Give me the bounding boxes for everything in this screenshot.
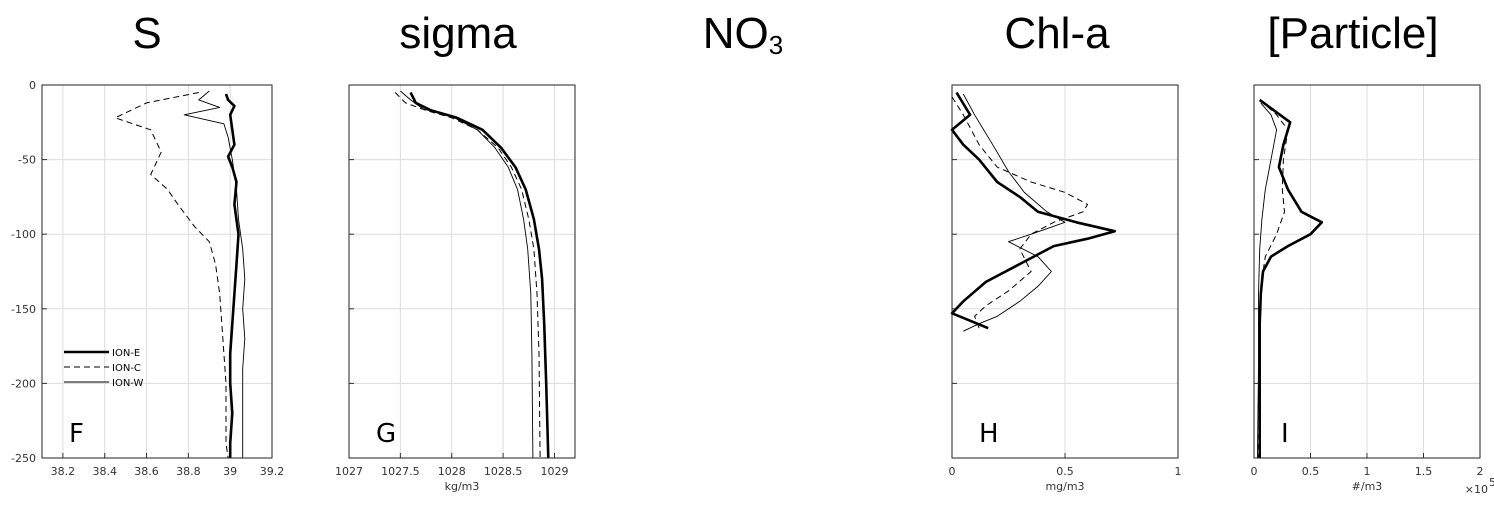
xtick-label-g: 1028.5 bbox=[484, 465, 523, 478]
ytick-label-f: -250 bbox=[11, 452, 36, 465]
title-s: S bbox=[132, 9, 162, 58]
panel-letter-f: F bbox=[69, 419, 84, 449]
legend-label-ion-c: ION-C bbox=[112, 363, 141, 374]
xtick-label-f: 39 bbox=[223, 465, 237, 478]
xtick-label-i: 1 bbox=[1364, 465, 1371, 478]
xlabel-g: kg/m3 bbox=[445, 480, 480, 493]
xtick-label-g: 1027.5 bbox=[381, 465, 420, 478]
title-no3-main: NO bbox=[702, 9, 769, 58]
axes-frame-h bbox=[951, 84, 1179, 459]
axes-frame-g bbox=[348, 84, 576, 459]
ytick-label-f: -150 bbox=[11, 303, 36, 316]
xtick-label-h: 1 bbox=[1175, 465, 1182, 478]
title-sigma: sigma bbox=[399, 9, 517, 58]
series-line-i-ion-w bbox=[1256, 102, 1278, 459]
series-line-g-ion-c bbox=[394, 92, 541, 459]
xtick-label-g: 1029 bbox=[540, 465, 568, 478]
xtick-label-g: 1028 bbox=[438, 465, 466, 478]
xtick-label-h: 0.5 bbox=[1056, 465, 1074, 478]
legend-label-ion-e: ION-E bbox=[112, 348, 140, 359]
xlabel-i: #/m3 bbox=[1352, 480, 1383, 493]
series-line-h-ion-w bbox=[962, 93, 1066, 332]
axes-frame-f bbox=[41, 84, 273, 459]
ytick-label-f: -100 bbox=[11, 228, 36, 241]
series-line-g-ion-e bbox=[409, 91, 550, 459]
ytick-label-f: 0 bbox=[29, 79, 36, 92]
title-particle: [Particle] bbox=[1267, 9, 1439, 58]
xtick-label-i: 0 bbox=[1251, 465, 1258, 478]
series-line-i-ion-e bbox=[1258, 98, 1324, 458]
ytick-label-f: -50 bbox=[18, 154, 36, 167]
title-chl: Chl-a bbox=[1004, 9, 1110, 58]
series-line-h-ion-c bbox=[951, 96, 1089, 329]
series-line-g-ion-w bbox=[400, 90, 534, 459]
title-no3-sub: 3 bbox=[768, 30, 784, 60]
title-no3: NO3 bbox=[703, 8, 783, 65]
panel-letter-g: G bbox=[376, 419, 396, 449]
xscale-exp-i: 5 bbox=[1489, 476, 1494, 489]
xtick-label-f: 38.4 bbox=[92, 465, 117, 478]
xtick-label-g: 1027 bbox=[335, 465, 363, 478]
xtick-label-i: 0.5 bbox=[1302, 465, 1320, 478]
legend-label-ion-w: ION-W bbox=[112, 378, 144, 389]
xtick-label-f: 38.6 bbox=[134, 465, 159, 478]
ytick-label-f: -200 bbox=[11, 377, 36, 390]
xtick-label-i: 1.5 bbox=[1415, 465, 1433, 478]
panel-letter-h: H bbox=[979, 419, 999, 449]
xlabel-h: mg/m3 bbox=[1045, 480, 1084, 493]
axes-frame-i bbox=[1253, 84, 1481, 459]
xtick-label-f: 38.8 bbox=[176, 465, 201, 478]
series-line-h-ion-e bbox=[950, 91, 1116, 330]
xscale-label-i: ×10 bbox=[1465, 483, 1488, 496]
xtick-label-i: 2 bbox=[1477, 465, 1484, 478]
panel-letter-i: I bbox=[1281, 419, 1289, 449]
xtick-label-f: 39.2 bbox=[260, 465, 285, 478]
xtick-label-f: 38.2 bbox=[51, 465, 76, 478]
series-line-f-ion-w bbox=[183, 90, 246, 458]
series-line-f-ion-e bbox=[224, 93, 240, 458]
series-line-i-ion-c bbox=[1258, 99, 1289, 459]
xtick-label-h: 0 bbox=[949, 465, 956, 478]
series-line-f-ion-c bbox=[114, 92, 229, 459]
